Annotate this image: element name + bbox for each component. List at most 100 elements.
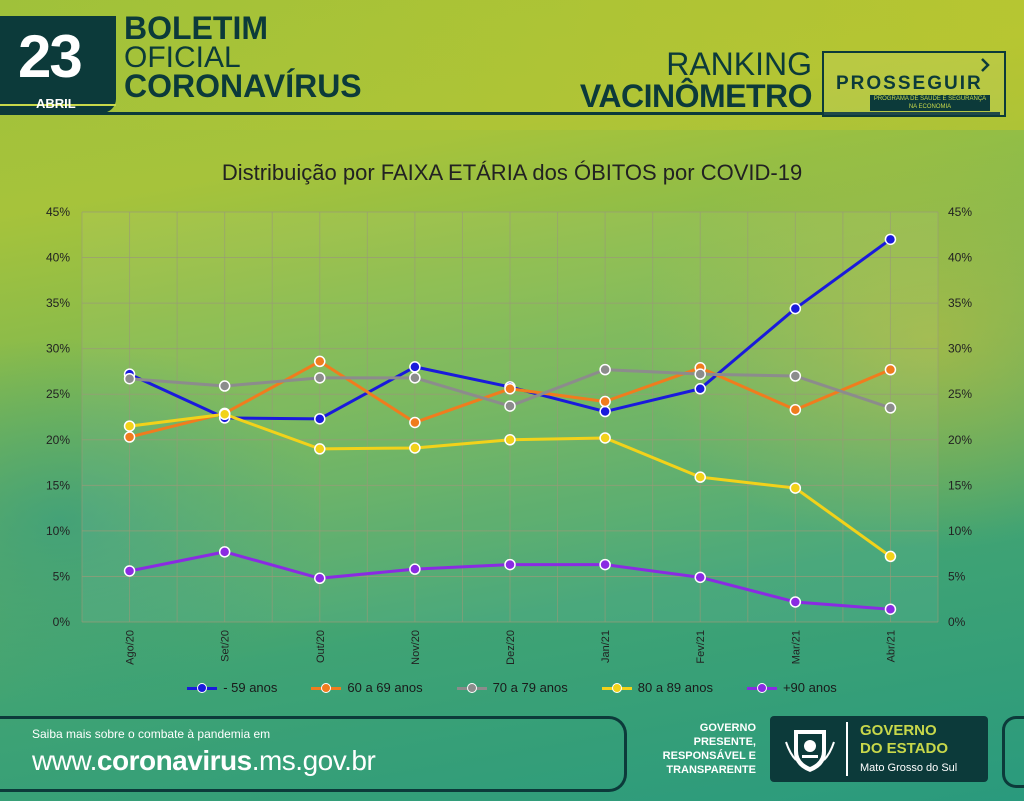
data-point <box>789 596 802 608</box>
x-tick-label: Set/20 <box>220 630 232 662</box>
data-point <box>123 431 136 443</box>
y-tick-label: 25% <box>46 387 70 401</box>
data-point <box>694 571 706 584</box>
y2-tick-label: 0% <box>948 615 966 629</box>
data-point <box>409 416 421 429</box>
legend-label: - 59 anos <box>223 680 278 695</box>
footer-url[interactable]: www.coronavirus.ms.gov.br <box>32 745 376 777</box>
gov-slogan-line-1: GOVERNO <box>699 722 756 734</box>
legend-label: 70 a 79 anos <box>492 680 568 695</box>
x-tick-label: Ago/20 <box>125 630 137 665</box>
edge-decoration <box>1002 716 1024 788</box>
data-point <box>504 383 516 395</box>
url-bold: coronavirus <box>96 745 252 776</box>
gov-slogan: GOVERNO PRESENTE, RESPONSÁVEL E TRANSPAR… <box>640 721 756 777</box>
url-suffix: .ms.gov.br <box>251 745 376 776</box>
legend-swatch <box>311 682 342 693</box>
prosseguir-word: PROSSEGUIR <box>836 73 983 94</box>
legend-item: - 59 anos <box>187 680 277 695</box>
data-point <box>599 432 611 444</box>
data-point <box>409 563 421 575</box>
url-prefix: www. <box>32 745 97 776</box>
x-tick-label: Fev/21 <box>695 630 707 664</box>
y2-tick-label: 15% <box>948 478 972 492</box>
data-point <box>409 442 421 454</box>
data-point <box>789 403 802 416</box>
data-point <box>218 380 231 392</box>
y-tick-label: 40% <box>46 251 70 265</box>
y2-tick-label: 10% <box>948 524 972 538</box>
legend-label: +90 anos <box>782 680 837 695</box>
data-point <box>314 572 326 585</box>
ranking-title: RANKING VACINÔMETRO <box>579 46 813 114</box>
legend-swatch <box>187 682 218 693</box>
legend-dot <box>197 682 208 693</box>
data-point <box>314 372 326 384</box>
data-point <box>123 420 136 432</box>
y-tick-label: 45% <box>46 205 70 219</box>
header-divider <box>0 112 1000 115</box>
arrow-right-icon <box>981 58 990 72</box>
gov-slogan-line-3: RESPONSÁVEL E <box>662 750 756 762</box>
data-point <box>884 402 897 414</box>
y-tick-label: 10% <box>46 524 70 538</box>
data-point <box>314 413 326 425</box>
y-tick-label: 20% <box>46 433 70 447</box>
data-point <box>314 443 326 455</box>
gov-name-line-2: DO ESTADO <box>860 740 949 757</box>
y-tick-label: 0% <box>53 615 71 629</box>
y2-tick-label: 45% <box>948 205 972 219</box>
data-point <box>409 372 421 384</box>
ranking-line-1: RANKING <box>666 46 812 82</box>
gov-slogan-line-2: PRESENTE, <box>693 736 756 748</box>
data-point <box>884 550 897 563</box>
y2-tick-label: 5% <box>948 569 966 583</box>
gov-logo-box: GOVERNO DO ESTADO Mato Grosso do Sul <box>770 716 988 782</box>
legend-item: 80 a 89 anos <box>601 680 713 695</box>
x-tick-label: Jan/21 <box>600 630 612 663</box>
data-point <box>504 558 516 571</box>
date-day: 23 <box>18 23 83 90</box>
legend-dot <box>611 682 622 693</box>
data-point <box>884 233 897 246</box>
footer-small-text: Saiba mais sobre o combate à pandemia em <box>32 727 271 741</box>
legend-dot <box>321 682 332 693</box>
title-line-2: OFICIAL <box>124 41 241 74</box>
data-point <box>694 383 706 395</box>
y2-tick-label: 40% <box>948 251 972 265</box>
title-line-3: CORONAVÍRUS <box>124 68 362 104</box>
y-tick-label: 35% <box>46 296 70 310</box>
data-point <box>694 471 706 483</box>
legend-swatch <box>746 682 777 693</box>
prosseguir-logo: PROSSEGUIR PROGRAMA DE SAÚDE E SEGURANÇA… <box>822 51 1006 117</box>
x-tick-label: Nov/20 <box>410 630 422 665</box>
title-line-1: BOLETIM <box>124 10 268 46</box>
y2-tick-label: 35% <box>948 296 972 310</box>
data-point <box>694 368 706 380</box>
data-point <box>504 400 516 412</box>
y-tick-label: 15% <box>46 478 70 492</box>
legend-dot <box>466 682 477 693</box>
state-crest-icon <box>785 730 835 772</box>
legend-label: 60 a 69 anos <box>347 680 423 695</box>
x-tick-label: Mar/21 <box>790 630 802 664</box>
gov-state: Mato Grosso do Sul <box>860 762 958 774</box>
data-point <box>123 565 136 577</box>
data-point <box>314 355 326 368</box>
legend-item: 60 a 69 anos <box>311 680 423 695</box>
chart-legend: - 59 anos 60 a 69 anos 70 a 79 anos 80 a 89… <box>0 680 1024 695</box>
data-point <box>599 363 611 376</box>
data-point <box>789 302 802 315</box>
x-tick-label: Abr/21 <box>885 630 897 662</box>
gov-slogan-line-4: TRANSPARENTE <box>666 764 756 776</box>
data-point <box>504 434 516 446</box>
data-point <box>599 405 611 418</box>
date-badge: 23 ABRIL <box>0 16 116 113</box>
legend-dot <box>756 682 767 693</box>
data-point <box>789 482 802 494</box>
data-point <box>884 603 897 615</box>
ranking-line-2: VACINÔMETRO <box>579 78 813 114</box>
y-tick-label: 5% <box>53 569 71 583</box>
data-point <box>409 361 421 373</box>
